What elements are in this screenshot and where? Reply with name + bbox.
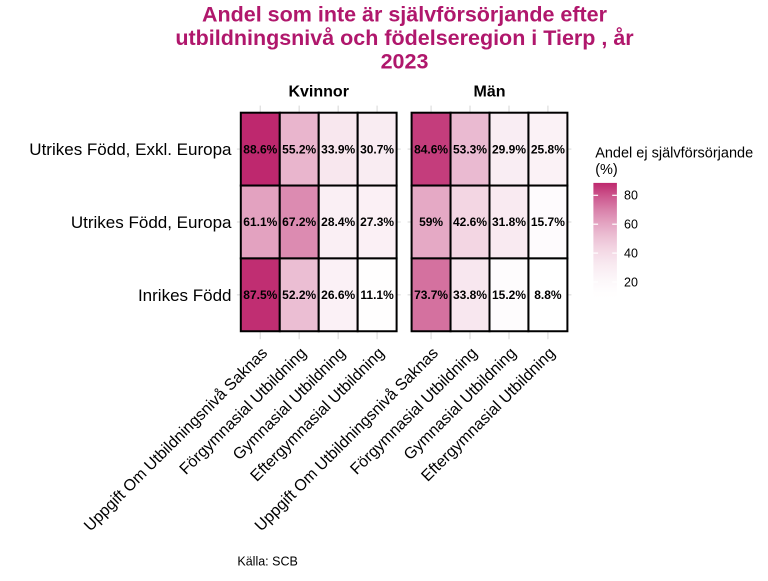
svg-text:28.4%: 28.4% xyxy=(321,215,355,229)
svg-text:Källa: SCB: Källa: SCB xyxy=(237,555,297,569)
svg-text:52.2%: 52.2% xyxy=(282,288,316,302)
svg-text:55.2%: 55.2% xyxy=(282,142,316,156)
svg-text:15.7%: 15.7% xyxy=(531,215,565,229)
svg-text:33.9%: 33.9% xyxy=(321,142,355,156)
svg-text:67.2%: 67.2% xyxy=(282,215,316,229)
svg-text:Utrikes Född, Exkl. Europa: Utrikes Född, Exkl. Europa xyxy=(29,140,232,159)
svg-text:61.1%: 61.1% xyxy=(243,215,277,229)
svg-text:53.3%: 53.3% xyxy=(453,142,487,156)
svg-text:Andel ej självförsörjande: Andel ej självförsörjande xyxy=(595,146,753,162)
svg-text:42.6%: 42.6% xyxy=(453,215,487,229)
svg-text:25.8%: 25.8% xyxy=(531,142,565,156)
svg-text:15.2%: 15.2% xyxy=(492,288,526,302)
svg-text:33.8%: 33.8% xyxy=(453,288,487,302)
svg-text:26.6%: 26.6% xyxy=(321,288,355,302)
svg-text:59%: 59% xyxy=(419,215,443,229)
svg-text:11.1%: 11.1% xyxy=(360,288,394,302)
svg-text:Inrikes Född: Inrikes Född xyxy=(138,286,232,305)
svg-text:Utrikes Född, Europa: Utrikes Född, Europa xyxy=(71,213,232,232)
svg-text:84.6%: 84.6% xyxy=(414,142,448,156)
svg-text:8.8%: 8.8% xyxy=(534,288,562,302)
svg-text:20: 20 xyxy=(624,275,638,289)
svg-text:60: 60 xyxy=(624,218,638,232)
svg-text:30.7%: 30.7% xyxy=(360,142,394,156)
svg-text:(%): (%) xyxy=(595,162,618,178)
svg-text:utbildningsnivå och födelsereg: utbildningsnivå och födelseregion i Tier… xyxy=(175,26,634,50)
svg-text:Kvinnor: Kvinnor xyxy=(288,84,348,101)
svg-text:87.5%: 87.5% xyxy=(243,288,277,302)
svg-text:29.9%: 29.9% xyxy=(492,142,526,156)
svg-text:2023: 2023 xyxy=(381,49,429,73)
svg-text:Män: Män xyxy=(474,84,506,101)
svg-text:73.7%: 73.7% xyxy=(414,288,448,302)
svg-text:Andel som inte är självförsörj: Andel som inte är självförsörjande efter xyxy=(202,3,608,27)
svg-text:31.8%: 31.8% xyxy=(492,215,526,229)
svg-text:88.6%: 88.6% xyxy=(243,142,277,156)
svg-text:27.3%: 27.3% xyxy=(360,215,394,229)
svg-text:80: 80 xyxy=(624,189,638,203)
svg-text:40: 40 xyxy=(624,246,638,260)
